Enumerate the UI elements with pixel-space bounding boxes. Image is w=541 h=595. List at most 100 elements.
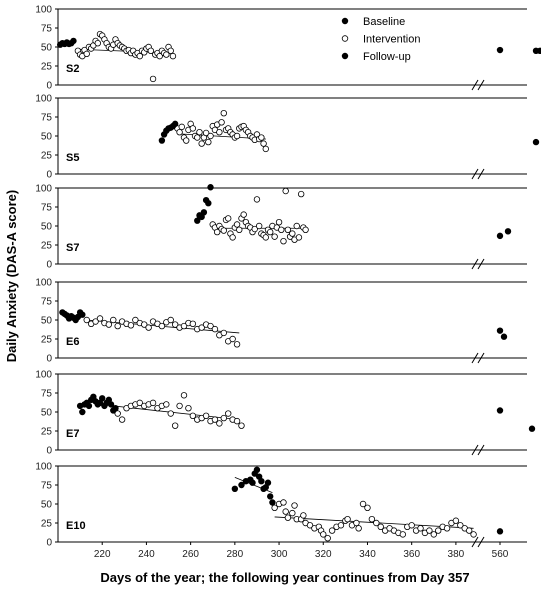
intervention-point: [300, 512, 307, 519]
intervention-point: [169, 52, 177, 60]
y-tick-label: 75: [41, 113, 53, 124]
intervention-point: [236, 226, 243, 233]
y-tick-label: 50: [41, 500, 53, 511]
intervention-point: [399, 531, 407, 538]
intervention-point: [328, 527, 336, 534]
axis-break-mark: [477, 352, 485, 364]
y-tick-label: 75: [41, 203, 53, 214]
intervention-point: [145, 324, 152, 331]
intervention-point: [196, 128, 203, 136]
intervention-point: [284, 514, 292, 521]
intervention-point: [373, 519, 380, 527]
intervention-point: [189, 320, 197, 327]
panel-e7: 0 25 50 75 100 E7: [35, 370, 536, 457]
axis-break-mark: [477, 258, 485, 270]
y-tick-label: 0: [46, 354, 52, 365]
y-tick-label: 75: [41, 481, 53, 492]
y-tick-label: 75: [41, 389, 53, 400]
intervention-point: [302, 226, 309, 233]
intervention-point: [233, 132, 241, 140]
intervention-point: [275, 218, 283, 226]
baseline-point: [238, 481, 245, 489]
y-tick-label: 25: [41, 427, 53, 438]
baseline-point: [267, 493, 274, 500]
x-tick-label: 260: [182, 549, 199, 560]
y-tick-label: 0: [46, 446, 52, 457]
intervention-point: [198, 324, 205, 331]
intervention-point: [426, 527, 433, 534]
intervention-point: [430, 531, 437, 538]
x-tick-label: 560: [492, 549, 509, 560]
y-tick-label: 0: [46, 170, 52, 181]
legend-label: Baseline: [363, 16, 405, 28]
intervention-point: [368, 516, 376, 523]
intervention-point: [470, 531, 477, 538]
baseline-point: [205, 199, 212, 207]
baseline-point: [269, 499, 276, 506]
baseline-point: [99, 395, 106, 402]
intervention-point: [465, 527, 473, 534]
legend-marker: [341, 35, 349, 42]
intervention-point: [253, 196, 261, 203]
axis-break-mark: [471, 168, 479, 180]
axis-break-mark: [471, 79, 479, 91]
intervention-point: [178, 123, 185, 131]
baseline-point: [253, 466, 261, 473]
intervention-point: [96, 315, 104, 322]
intervention-point: [149, 75, 157, 83]
y-tick-label: 0: [46, 260, 52, 271]
y-tick-label: 0: [46, 81, 52, 92]
intervention-point: [167, 47, 174, 54]
axis-break-mark: [477, 168, 485, 180]
panel-s5: 0 25 50 75 100 S5: [35, 94, 540, 181]
intervention-point: [233, 341, 241, 348]
intervention-point: [176, 402, 183, 410]
followup-point: [496, 327, 504, 334]
intervention-point: [284, 226, 292, 233]
intervention-point: [218, 119, 225, 126]
intervention-point: [127, 322, 135, 329]
intervention-point: [280, 499, 287, 506]
intervention-point: [220, 329, 227, 337]
panel-label: S7: [66, 242, 79, 254]
intervention-point: [114, 410, 121, 417]
intervention-point: [271, 233, 278, 240]
panel-label: E7: [66, 428, 79, 440]
panel-e10: 0 25 50 75 100 E10: [35, 462, 527, 549]
axis-break-mark: [477, 79, 485, 91]
baseline-point: [79, 311, 86, 318]
intervention-point: [417, 525, 424, 532]
baseline-point: [79, 408, 86, 416]
x-tick-label: 300: [271, 549, 288, 560]
intervention-point: [167, 410, 174, 417]
intervention-point: [255, 222, 263, 230]
intervention-point: [132, 316, 139, 324]
intervention-point: [118, 416, 126, 423]
y-tick-label: 50: [41, 408, 53, 419]
intervention-point: [238, 422, 245, 429]
intervention-point: [435, 527, 442, 534]
intervention-point: [258, 134, 265, 141]
intervention-point: [443, 525, 451, 532]
intervention-point: [94, 40, 101, 47]
intervention-point: [180, 322, 188, 330]
baseline-point: [85, 402, 93, 410]
y-tick-label: 100: [35, 370, 52, 381]
intervention-point: [306, 522, 314, 529]
intervention-point: [220, 227, 227, 234]
baseline-point: [107, 401, 115, 408]
x-tick-label: 280: [226, 549, 243, 560]
baseline-point: [70, 37, 77, 45]
intervention-point: [229, 335, 236, 343]
x-tick-label: 340: [359, 549, 376, 560]
intervention-point: [408, 522, 415, 529]
intervention-point: [282, 187, 289, 195]
intervention-trend-line: [113, 405, 240, 420]
y-axis-label: Daily Anxiety (DAS-A score): [4, 190, 19, 362]
baseline-point: [171, 120, 179, 128]
intervention-point: [262, 234, 269, 241]
baseline-point: [158, 137, 166, 144]
y-tick-label: 50: [41, 316, 53, 327]
axis-break-mark: [471, 352, 479, 364]
intervention-point: [353, 519, 360, 527]
